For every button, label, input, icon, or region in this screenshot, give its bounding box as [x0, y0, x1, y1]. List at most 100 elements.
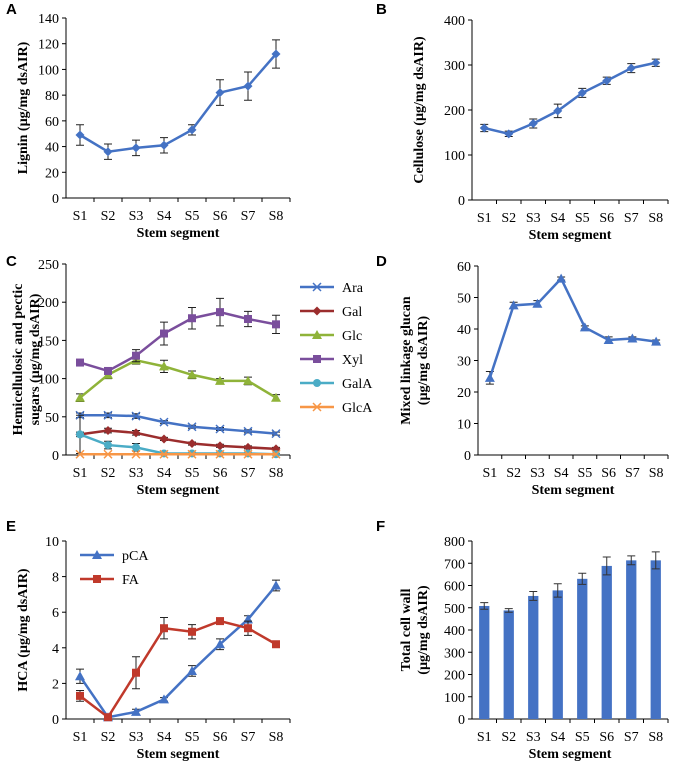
x-tick-label: S7	[624, 730, 639, 745]
panel-b: B 0 100 200 300 400 S1 S2 S3 S4 S5 S6 S7 S8 Stem segme…	[376, 1, 669, 243]
x-tick-label: S5	[185, 730, 200, 745]
series-xyl-line	[79, 310, 277, 373]
bar-s7	[626, 560, 637, 719]
x-tick-label: S8	[269, 466, 284, 481]
y-tick-label: 10	[457, 418, 471, 433]
x-tick-label: S6	[213, 466, 228, 481]
x-tick-label: S6	[599, 211, 614, 226]
x-tick-label: S1	[477, 730, 492, 745]
series-glca-point-8	[271, 449, 281, 459]
panel-letter: D	[376, 253, 387, 270]
panel-c: C 0 50 100 150 200 250 S1 S2 S3 S4 S5 S6 S7 S8 Stem seg…	[6, 253, 373, 498]
x-tick-label: S2	[101, 466, 116, 481]
legend-xyl-label: Xyl	[342, 353, 363, 368]
series-gala-point-2	[104, 441, 112, 450]
bar-s6	[601, 565, 612, 719]
series-xyl-point-7	[244, 315, 252, 324]
y-tick-label: 0	[458, 194, 465, 209]
x-tick-label: S2	[101, 209, 116, 224]
series-total-cell-wall	[479, 551, 661, 719]
series-fa-point-8	[272, 640, 280, 649]
y-tick-label: 600	[444, 580, 465, 595]
bar-s1	[479, 605, 490, 719]
x-tick-label: S3	[129, 209, 144, 224]
x-tick-label: S1	[73, 466, 88, 481]
panel-f: F 0 100 200 300 400 500 600 700 800 S1 S2 S3 S4 S5 S6 S7…	[376, 518, 669, 762]
series-glca-point-2	[103, 449, 113, 459]
x-axis-title: Stem segment	[137, 226, 220, 241]
y-axis-title: HCA (µg/mg dsAIR)	[16, 568, 31, 692]
series-mlg-point-1	[484, 372, 495, 382]
bar-s2	[503, 610, 514, 719]
series-glc-point-6	[215, 375, 225, 385]
series-lignin-point-5	[187, 125, 197, 135]
series-xyl-point-1	[76, 358, 84, 367]
series-ara-line	[80, 414, 277, 435]
panel-d: D 0 10 20 30 40 50 60 S1 S2 S3 S4 S5 S6 S7 S8 Stem segme…	[376, 253, 669, 498]
x-tick-label: S6	[213, 730, 228, 745]
y-tick-label: 100	[444, 149, 465, 164]
series-ara-point-5	[187, 422, 197, 432]
x-tick-label: S8	[648, 730, 663, 745]
series-gal-point-7	[243, 442, 253, 452]
series-cellulose-point-3	[528, 119, 538, 128]
legend-glca-label: GlcA	[342, 401, 373, 416]
x-tick-label: S1	[482, 466, 497, 481]
bar-s4	[552, 590, 563, 719]
series-glca-point-5	[187, 449, 197, 459]
series-xyl-point-2	[104, 366, 112, 375]
series-mlg-point-8	[651, 336, 662, 346]
x-tick-label: S3	[129, 730, 144, 745]
series-gala-point-3	[132, 443, 140, 452]
series-mlg-point-4	[556, 273, 567, 283]
error-bar	[602, 556, 611, 576]
series-glca-point-6	[215, 449, 225, 459]
series-glca-point-7	[243, 449, 253, 459]
panel-letter: B	[376, 1, 387, 18]
x-axis-title: Stem segment	[529, 228, 612, 243]
series-glc-point-8	[271, 392, 281, 402]
series-xyl-point-6	[216, 308, 224, 317]
panel-e: E 0 2 4 6 8 10 S1 S2 S3 S4 S5 S6 S7 S8 Stem segment HCA …	[6, 518, 291, 762]
series-ara-point-8	[271, 429, 281, 439]
series-lignin-point-6	[215, 88, 225, 98]
y-tick-label: 2	[52, 677, 59, 692]
series-ara-point-4	[159, 417, 169, 427]
error-bar	[529, 591, 538, 601]
y-tick-label: 0	[52, 192, 59, 207]
series-cellulose-point-1	[479, 123, 489, 133]
legend: Ara Gal Glc Xyl GalA GlcA	[300, 281, 373, 416]
series-lignin-point-1	[75, 130, 85, 140]
panel-letter: E	[6, 518, 16, 535]
series-fa-point-2	[104, 713, 112, 722]
x-tick-label: S2	[101, 730, 116, 745]
y-axis-title-line: Hemicellulosic and pectic	[11, 284, 26, 436]
y-tick-label: 400	[444, 14, 465, 29]
legend-fa-marker-point-1	[93, 575, 101, 583]
x-tick-label: S7	[625, 466, 640, 481]
series-cellulose-point-8	[651, 58, 661, 68]
y-axis-title-line: Total cell wall	[399, 589, 414, 672]
legend-ara-label: Ara	[342, 281, 364, 296]
y-tick-label: 8	[52, 571, 59, 586]
series-xyl-point-8	[272, 320, 280, 329]
series-fa-point-3	[132, 668, 140, 677]
y-tick-label: 50	[45, 411, 59, 426]
x-tick-label: S5	[577, 466, 592, 481]
series-ara-point-2	[103, 410, 113, 420]
series-gal-point-4	[159, 434, 169, 444]
series-pca-point-5	[187, 665, 197, 675]
x-tick-label: S4	[157, 209, 172, 224]
x-tick-label: S8	[648, 211, 663, 226]
y-axis-title-line: Mixed linkage glucan	[399, 296, 414, 425]
y-tick-label: 100	[38, 63, 59, 78]
y-axis-title-line: (µg/mg dsAIR)	[416, 585, 431, 675]
y-tick-label: 150	[38, 334, 59, 349]
x-tick-label: S2	[501, 211, 516, 226]
x-tick-label: S7	[241, 730, 256, 745]
error-bar	[553, 583, 562, 598]
x-tick-label: S8	[649, 466, 664, 481]
legend-gala-marker-point-1	[313, 379, 321, 387]
x-tick-label: S7	[241, 209, 256, 224]
series-xyl-point-5	[188, 314, 196, 323]
